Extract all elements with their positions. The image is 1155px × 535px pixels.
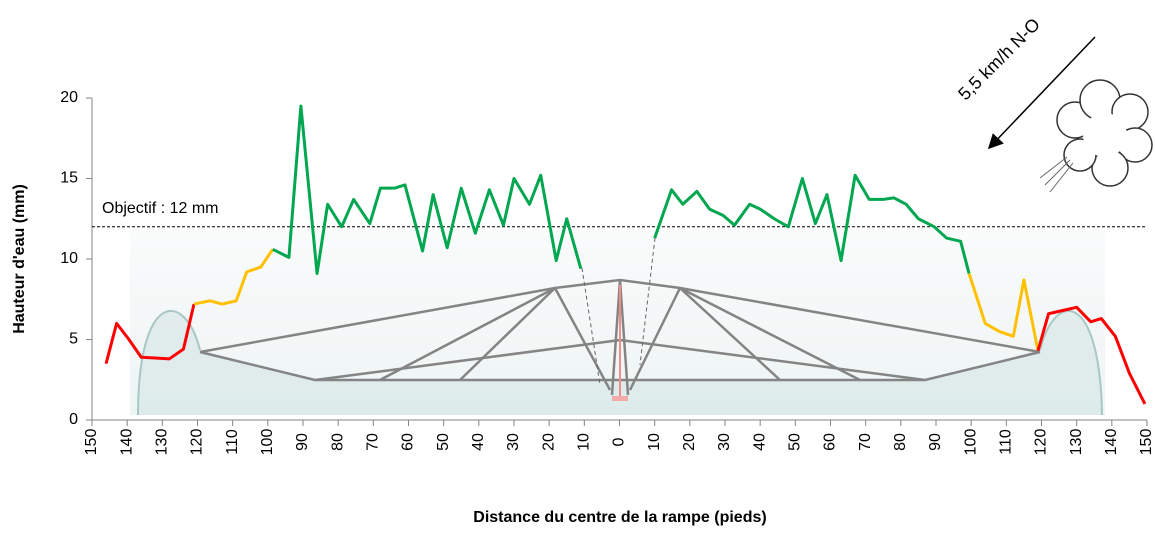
page: {"chart_data": {"type": "line", "y_label… [0, 0, 1155, 535]
y-tick-label: 10 [60, 250, 78, 267]
x-tick-label: 20 [540, 433, 557, 451]
y-tick-label: 5 [69, 331, 78, 348]
y-tick-label: 15 [60, 170, 78, 187]
x-tick-label: 20 [681, 433, 698, 451]
x-tick-label: 50 [787, 433, 804, 451]
sprinkler-illustration [130, 230, 1105, 415]
x-tick-label: 110 [998, 429, 1015, 455]
x-tick-label: 140 [118, 429, 135, 456]
x-tick-label: 80 [329, 433, 346, 451]
x-tick-label: 100 [259, 429, 276, 456]
wind-annotation: 5,5 km/h N-O [954, 14, 1044, 104]
x-tick-label: 40 [751, 433, 768, 451]
x-tick-label: 70 [365, 433, 382, 451]
x-tick-label: 40 [470, 433, 487, 451]
x-tick-label: 130 [1068, 429, 1085, 456]
x-tick-label: 10 [646, 433, 663, 451]
x-tick-label: 90 [294, 433, 311, 451]
x-tick-label: 120 [189, 429, 206, 456]
y-tick-label: 20 [60, 89, 78, 106]
y-axis-label: Hauteur d'eau (mm) [11, 184, 28, 334]
x-tick-label: 30 [716, 433, 733, 451]
x-tick-label: 0 [611, 437, 628, 446]
wind-icon [990, 37, 1152, 192]
x-tick-label: 120 [1033, 429, 1050, 456]
x-tick-label: 140 [1103, 429, 1120, 456]
x-tick-label: 80 [892, 433, 909, 451]
x-tick-label: 60 [400, 433, 417, 451]
x-tick-label: 130 [154, 429, 171, 456]
x-tick-label: 70 [857, 433, 874, 451]
x-tick-label: 150 [83, 429, 100, 456]
x-tick-label: 50 [435, 433, 452, 451]
x-tick-label: 100 [962, 429, 979, 456]
target-label: Objectif : 12 mm [102, 200, 218, 217]
x-tick-label: 10 [576, 433, 593, 451]
x-tick-label: 90 [927, 433, 944, 451]
x-tick-label: 150 [1138, 429, 1155, 456]
x-tick-label: 30 [505, 433, 522, 451]
x-axis-label: Distance du centre de la rampe (pieds) [473, 509, 766, 526]
chart: 5,5 km/h N-O Hauteur d'eau (mm) Distance… [0, 0, 1155, 530]
x-tick-label: 110 [224, 429, 241, 455]
y-tick-label: 0 [69, 411, 78, 428]
x-tick-label: 60 [822, 433, 839, 451]
